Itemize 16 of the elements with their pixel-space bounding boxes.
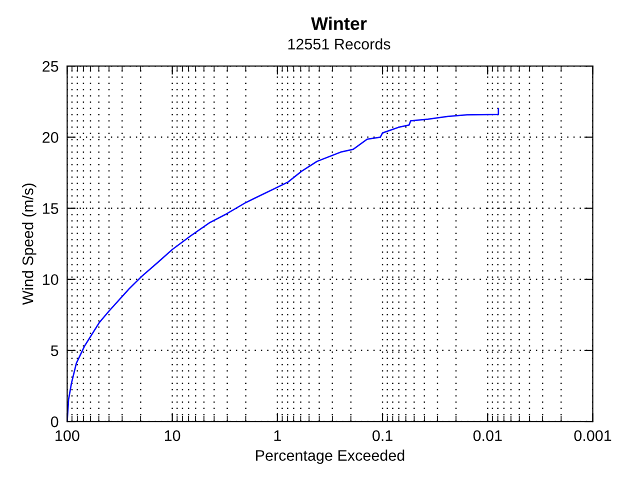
x-tick-label: 0.01	[473, 430, 502, 442]
y-tick-label: 25	[42, 60, 58, 72]
chart-title: Winter	[311, 16, 367, 30]
y-tick-label: 20	[42, 132, 58, 143]
x-tick-label: 100	[56, 430, 80, 442]
x-axis-title: Percentage Exceeded	[256, 450, 404, 464]
y-tick-label: 10	[43, 274, 58, 286]
y-axis-title: Wind Speed (m/s)	[22, 184, 36, 305]
chart-subtitle: 12551 Records	[288, 38, 390, 50]
y-tick-label: 5	[50, 345, 58, 356]
x-tick-label: 10	[164, 430, 180, 442]
x-tick-label: 0.1	[372, 430, 392, 442]
y-tick-label: 15	[43, 203, 58, 214]
x-tick-label: 1	[274, 430, 281, 441]
y-tick-label: 0	[50, 416, 58, 428]
x-tick-label: 0.001	[574, 430, 612, 442]
